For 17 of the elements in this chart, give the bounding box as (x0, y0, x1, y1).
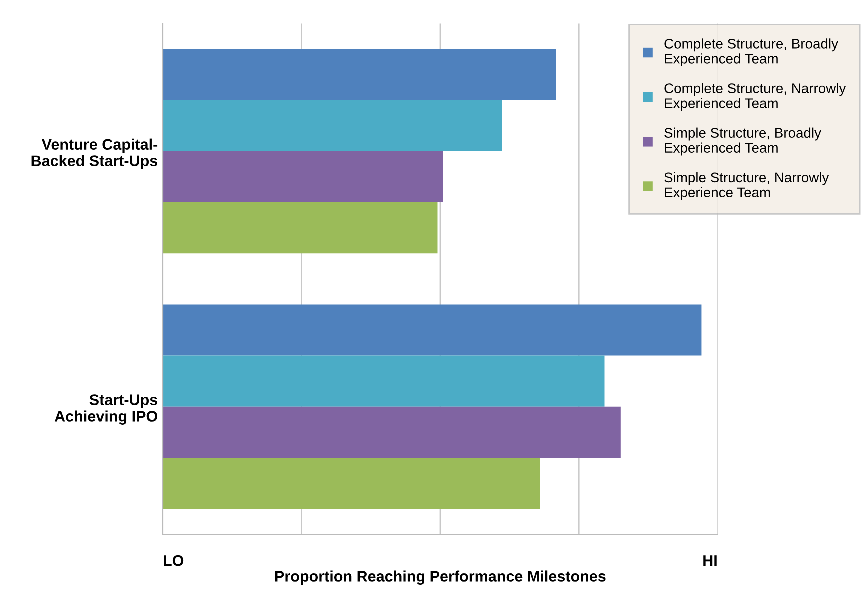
bar (162, 304, 702, 356)
x-axis-title: Proportion Reaching Performance Milestones (276, 570, 606, 586)
y-tick-label: Venture Capital- Backed Start-Ups (32, 138, 158, 170)
bar (162, 406, 621, 458)
bar (162, 151, 444, 203)
bar (162, 202, 438, 254)
y-tick-label: Start-Ups Achieving IPO (54, 394, 158, 425)
bar (162, 458, 540, 510)
legend-label: Complete Structure, Narrowly Experienced Team (664, 83, 846, 112)
legend-label: Simple Structure, Broadly Experienced Team (664, 128, 822, 156)
text: LO (164, 555, 184, 566)
text: HI (704, 556, 717, 566)
legend-label: Simple Structure, Narrowly Experience Team (664, 172, 830, 200)
bar (162, 356, 605, 407)
legend-label: Complete Structure, Broadly Experienced Team (664, 38, 838, 67)
bar (162, 49, 556, 100)
bar (162, 100, 502, 152)
